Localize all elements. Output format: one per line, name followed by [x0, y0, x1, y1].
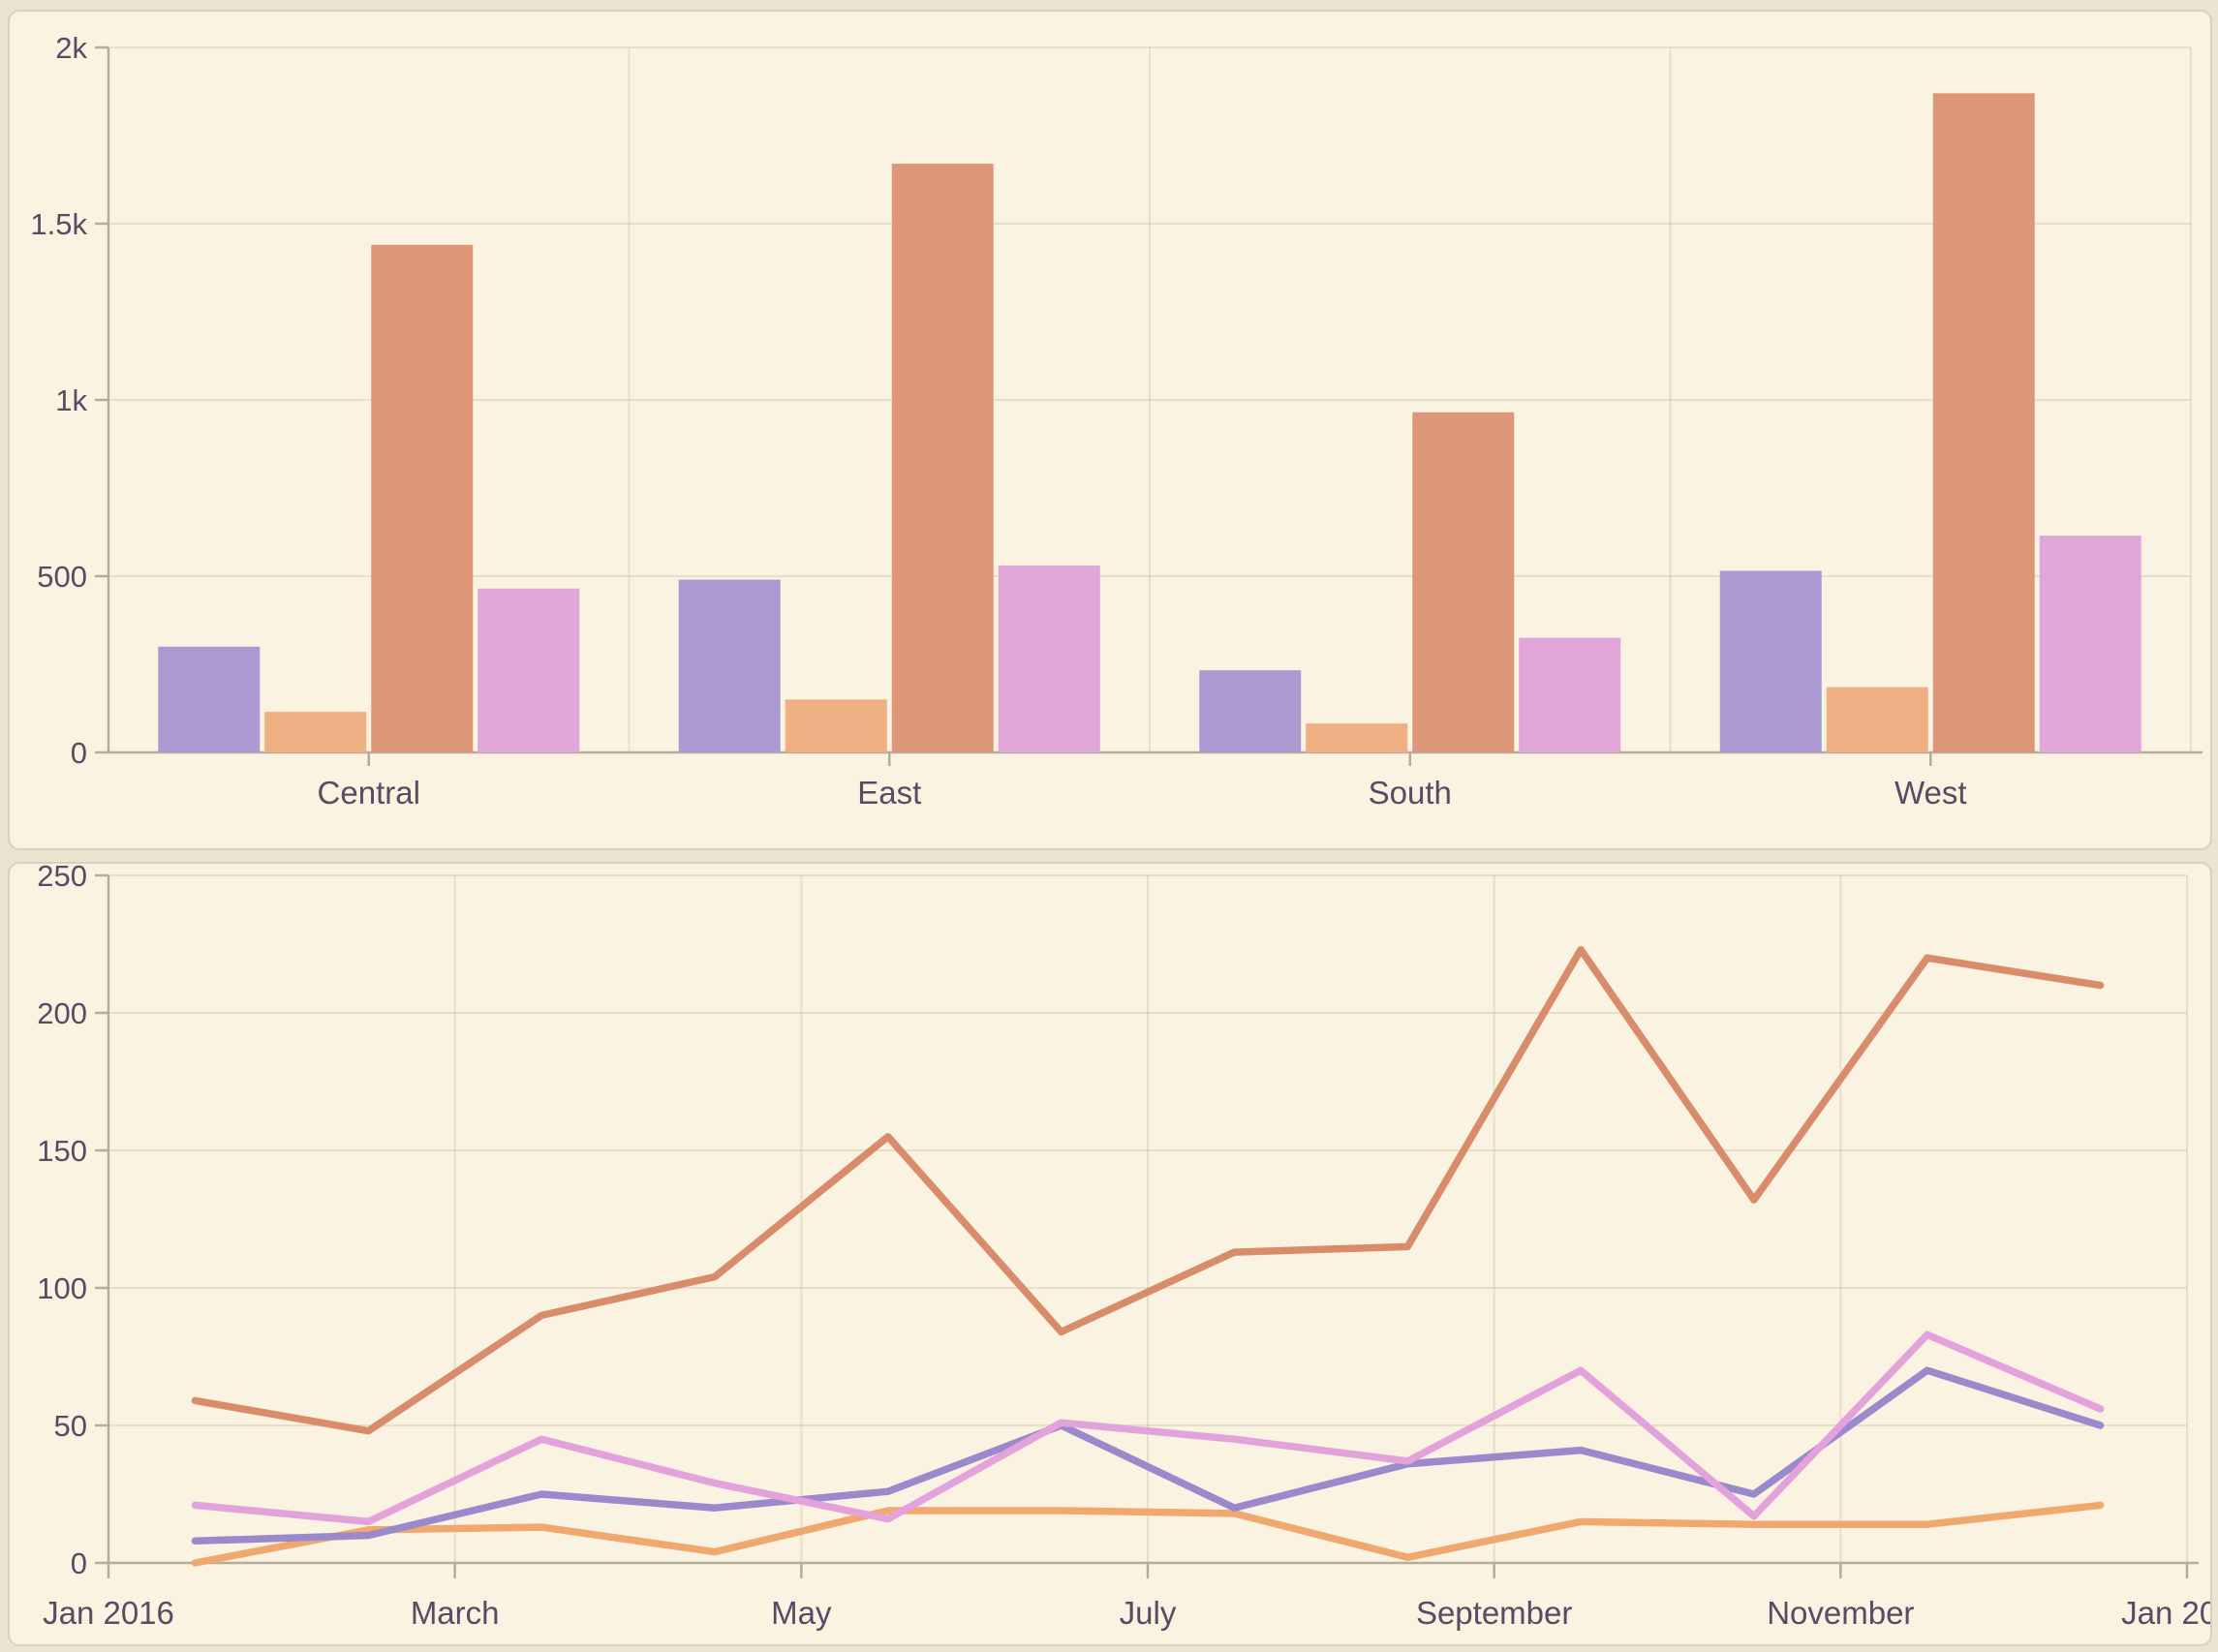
y-axis-tick-label: 0	[71, 736, 87, 770]
bar-pink[interactable]	[998, 566, 1100, 752]
bar-purple[interactable]	[158, 646, 261, 752]
y-axis-tick-label: 1k	[55, 383, 87, 417]
bar-salmon[interactable]	[371, 244, 474, 753]
bar-salmon[interactable]	[1932, 93, 2035, 752]
bar-group-west	[1719, 93, 2141, 752]
bar-purple[interactable]	[1199, 670, 1302, 752]
line-series-purple[interactable]	[191, 1366, 2105, 1545]
x-axis-tick-label: March	[411, 1595, 500, 1631]
bar-light-orange[interactable]	[1826, 687, 1928, 752]
bar-pink[interactable]	[2039, 535, 2141, 752]
x-axis-tick-label: November	[1767, 1595, 1914, 1631]
bar-light-orange[interactable]	[264, 712, 367, 752]
category-label: West	[1895, 775, 1967, 811]
bar-chart-card: 0 500 1k 1.5k 2k Central East South West	[8, 10, 2212, 850]
bar-pink[interactable]	[477, 588, 580, 752]
bar-purple[interactable]	[678, 579, 781, 752]
y-axis-tick-label: 150	[37, 1134, 87, 1168]
bar-pink[interactable]	[1519, 637, 1621, 752]
y-axis-tick-label: 200	[37, 996, 87, 1030]
bar-group-south	[1199, 412, 1621, 752]
line-chart-card: 0 50 100 150 200 250 Jan 2016 March May July Septe…	[8, 862, 2212, 1646]
x-axis-tick-label: May	[771, 1595, 832, 1631]
y-axis-tick-label: 500	[37, 560, 87, 594]
bar-purple[interactable]	[1719, 570, 1822, 752]
category-label: East	[857, 775, 921, 811]
bar-salmon[interactable]	[1412, 412, 1515, 752]
category-label: Central	[318, 775, 420, 811]
bar-group-east	[678, 164, 1100, 752]
category-label: South	[1369, 775, 1452, 811]
y-axis-tick-label: 0	[71, 1546, 87, 1580]
x-axis-tick-label: July	[1120, 1595, 1177, 1631]
line-chart: 0 50 100 150 200 250 Jan 2016 March May July Septe…	[37, 864, 2210, 1631]
line-series-light-orange[interactable]	[191, 1501, 2105, 1567]
line-series-coral[interactable]	[191, 945, 2105, 1435]
x-axis-tick-label: September	[1416, 1595, 1572, 1631]
bar-salmon[interactable]	[891, 164, 994, 752]
bar-group-central	[158, 244, 580, 753]
bar-light-orange[interactable]	[785, 699, 887, 752]
bar-light-orange[interactable]	[1306, 723, 1408, 752]
y-axis-tick-label: 1.5k	[30, 207, 87, 241]
line-series-pink[interactable]	[191, 1331, 2105, 1526]
y-axis-tick-label: 250	[37, 864, 87, 893]
y-axis-tick-label: 100	[37, 1271, 87, 1305]
y-axis-tick-label: 2k	[55, 31, 87, 65]
bar-chart: 0 500 1k 1.5k 2k Central East South West	[30, 31, 2203, 811]
y-axis-tick-label: 50	[54, 1409, 87, 1443]
x-axis-tick-label: Jan 2017	[2121, 1595, 2210, 1631]
x-axis-tick-label: Jan 2016	[43, 1595, 174, 1631]
